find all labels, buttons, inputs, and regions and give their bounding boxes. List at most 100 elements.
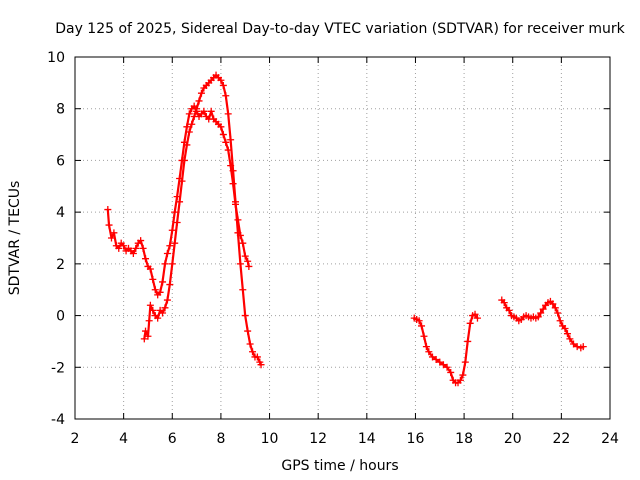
y-tick-label: 0 bbox=[56, 309, 65, 325]
data-point bbox=[166, 281, 174, 289]
data-point bbox=[573, 343, 581, 351]
data-point bbox=[188, 120, 196, 128]
data-point bbox=[178, 177, 186, 185]
data-point bbox=[244, 327, 252, 335]
x-axis-label: GPS time / hours bbox=[281, 458, 398, 474]
data-point bbox=[132, 244, 140, 252]
x-tick-label: 10 bbox=[261, 431, 279, 447]
data-point bbox=[443, 363, 451, 371]
data-point bbox=[227, 136, 235, 144]
y-tick-label: -4 bbox=[51, 412, 65, 428]
x-tick-label: 24 bbox=[601, 431, 619, 447]
x-tick-label: 2 bbox=[71, 431, 80, 447]
data-point bbox=[459, 371, 467, 379]
data-point bbox=[428, 353, 436, 361]
data-point bbox=[241, 252, 249, 260]
data-point bbox=[222, 138, 230, 146]
data-point bbox=[163, 250, 171, 258]
data-point bbox=[456, 376, 464, 384]
data-point bbox=[107, 234, 115, 242]
data-point bbox=[120, 242, 128, 250]
data-point bbox=[115, 244, 123, 252]
data-point bbox=[105, 221, 113, 229]
data-point bbox=[142, 327, 150, 335]
y-tick-label: 10 bbox=[47, 50, 65, 66]
data-point bbox=[570, 340, 578, 348]
data-point bbox=[447, 368, 455, 376]
data-point bbox=[156, 288, 164, 296]
data-point bbox=[180, 156, 188, 164]
y-axis-label: SDTVAR / TECUs bbox=[7, 181, 23, 296]
data-point bbox=[551, 304, 559, 312]
y-tick-label: 4 bbox=[56, 205, 65, 221]
x-tick-label: 6 bbox=[168, 431, 177, 447]
data-point bbox=[245, 262, 253, 270]
y-tick-label: -2 bbox=[51, 360, 65, 376]
data-point bbox=[566, 335, 574, 343]
data-point bbox=[473, 314, 481, 322]
data-point bbox=[159, 309, 167, 317]
data-point bbox=[151, 286, 159, 294]
data-point bbox=[563, 330, 571, 338]
data-point bbox=[144, 332, 152, 340]
data-point bbox=[171, 239, 179, 247]
data-point bbox=[163, 296, 171, 304]
data-point bbox=[176, 198, 184, 206]
data-point bbox=[505, 306, 513, 314]
data-point bbox=[561, 325, 569, 332]
data-point bbox=[183, 123, 191, 131]
data-point bbox=[145, 317, 153, 325]
data-point bbox=[161, 260, 169, 268]
data-point bbox=[500, 299, 508, 307]
data-point bbox=[549, 300, 557, 308]
y-tick-label: 2 bbox=[56, 257, 65, 273]
data-point bbox=[161, 304, 169, 312]
data-point bbox=[236, 260, 244, 268]
data-point bbox=[471, 310, 479, 318]
series-pass-b bbox=[140, 71, 265, 369]
data-point bbox=[154, 314, 162, 322]
data-point bbox=[534, 313, 542, 321]
data-point bbox=[239, 239, 247, 247]
data-point bbox=[246, 340, 254, 348]
data-point bbox=[217, 76, 225, 84]
data-point bbox=[422, 343, 430, 351]
data-point bbox=[466, 319, 474, 327]
data-point bbox=[185, 128, 193, 136]
data-point bbox=[171, 208, 179, 216]
data-point bbox=[146, 265, 154, 273]
data-point bbox=[537, 309, 545, 317]
data-point bbox=[139, 244, 147, 252]
series-trace bbox=[143, 74, 263, 366]
data-point bbox=[173, 218, 181, 226]
data-point bbox=[219, 81, 227, 89]
data-point bbox=[579, 343, 587, 351]
data-point bbox=[222, 92, 230, 100]
data-point bbox=[556, 317, 564, 325]
data-point bbox=[137, 237, 145, 245]
data-point bbox=[436, 358, 444, 366]
data-point bbox=[166, 242, 174, 250]
data-point bbox=[420, 332, 428, 340]
data-point bbox=[110, 229, 118, 237]
data-point bbox=[432, 356, 440, 364]
data-point bbox=[168, 226, 176, 234]
data-point bbox=[232, 198, 239, 206]
data-point bbox=[140, 335, 148, 343]
series-pass-a bbox=[104, 102, 253, 299]
data-point bbox=[461, 358, 469, 366]
series-pass-d bbox=[498, 296, 587, 352]
data-point bbox=[217, 123, 225, 131]
x-tick-label: 16 bbox=[407, 431, 425, 447]
x-tick-label: 12 bbox=[309, 431, 327, 447]
data-point bbox=[539, 305, 547, 313]
data-point bbox=[257, 361, 265, 369]
data-point bbox=[207, 107, 215, 115]
series-trace bbox=[413, 313, 479, 384]
data-point bbox=[197, 89, 205, 97]
data-point bbox=[425, 348, 433, 356]
x-tick-label: 8 bbox=[216, 431, 225, 447]
data-point bbox=[149, 275, 157, 283]
chart-title: Day 125 of 2025, Sidereal Day-to-day VTE… bbox=[55, 21, 625, 37]
